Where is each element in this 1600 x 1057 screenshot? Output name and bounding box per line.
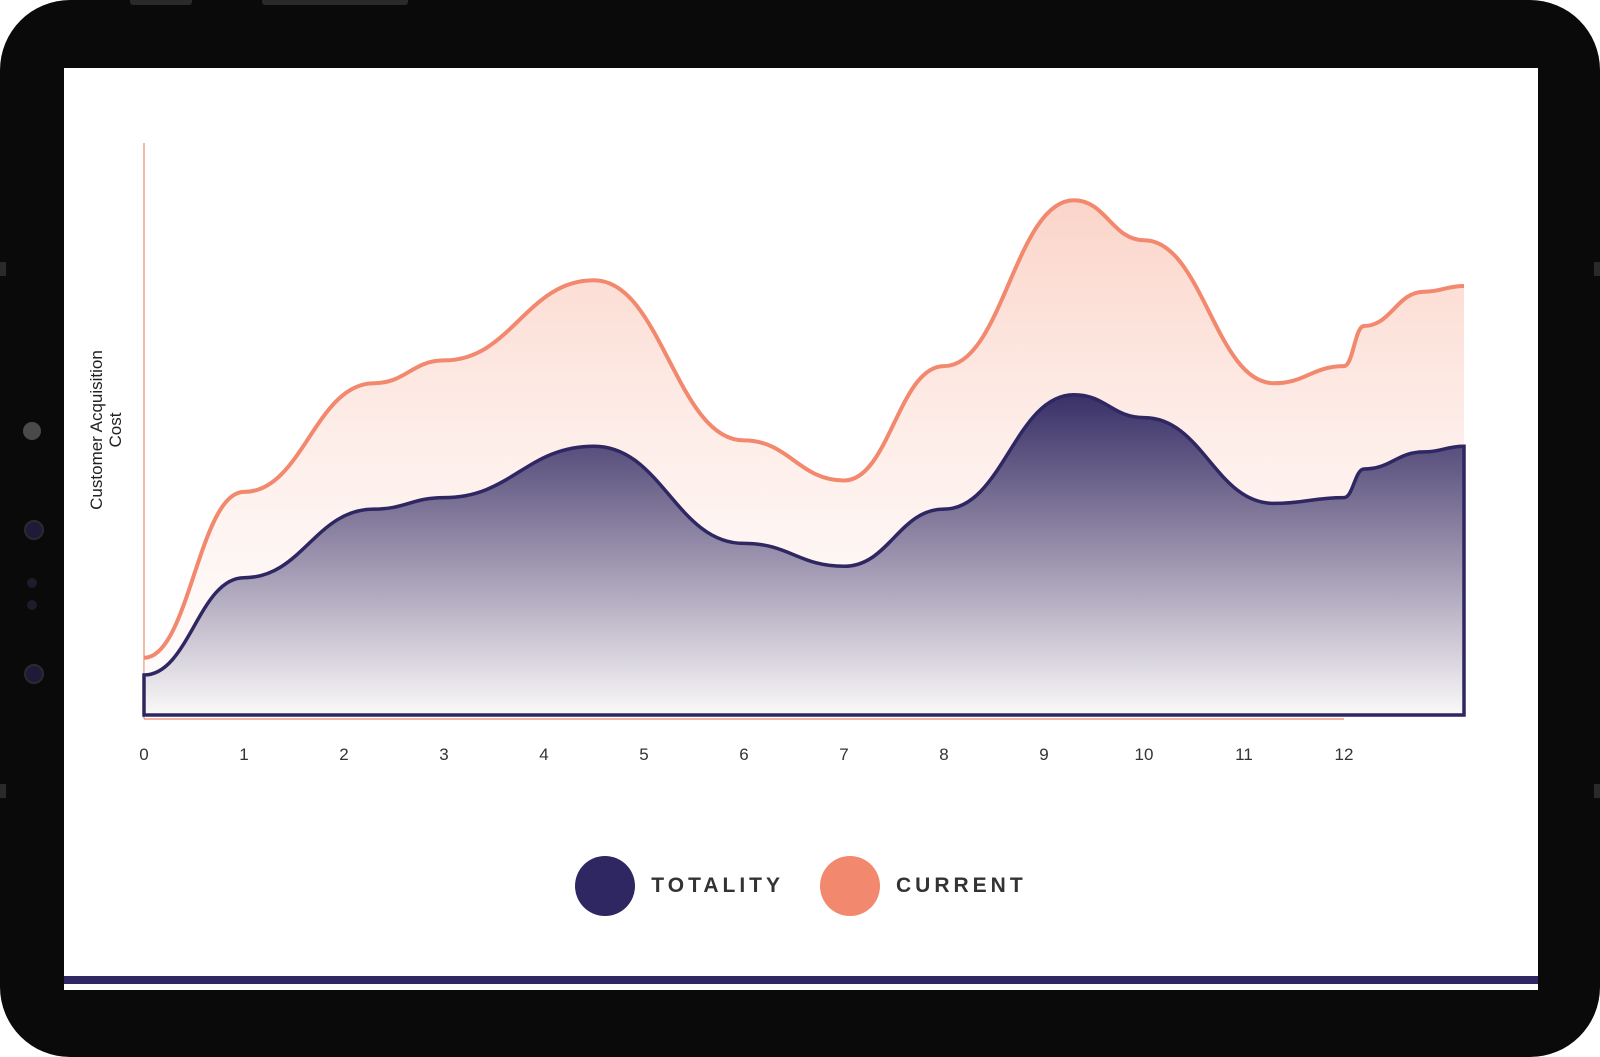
x-tick-label: 7 [839,745,848,764]
tablet-top-button [262,0,408,5]
legend-swatch-current [820,856,881,916]
x-tick-label: 0 [139,745,148,764]
x-tick-label: 11 [1235,745,1253,764]
x-tick-label: 10 [1135,745,1154,764]
tablet-side-button [0,262,6,276]
bottom-bar [64,976,1538,984]
tablet-side-button [1594,784,1600,798]
x-tick-label: 12 [1335,745,1354,764]
x-tick-label: 9 [1039,745,1048,764]
legend: TOTALITY CURRENT [64,856,1538,916]
area-chart: 0 1 2 3 4 5 6 7 8 9 10 11 12 Customer AcquisitionCos… [87,143,1466,764]
x-tick-label: 6 [739,745,748,764]
sensor-icon [24,664,44,684]
sensor-icon [27,600,37,610]
legend-swatch-totality [575,856,636,916]
tablet-side-button [1594,262,1600,276]
x-tick-label: 5 [639,745,648,764]
x-tick-label: 2 [339,745,348,764]
x-tick-label: 1 [239,745,248,764]
x-tick-label: 8 [939,745,948,764]
area-totality [142,392,1466,717]
tablet-side-button [0,784,6,798]
legend-item-totality: TOTALITY [575,856,784,916]
legend-label-totality: TOTALITY [651,874,785,897]
camera-icon [23,422,41,440]
screen: 0 1 2 3 4 5 6 7 8 9 10 11 12 Customer AcquisitionCos… [64,68,1538,990]
x-tick-label: 4 [539,745,548,764]
tablet-top-button [130,0,192,5]
y-axis-label: Customer AcquisitionCost [87,350,125,510]
x-tick-labels: 0 1 2 3 4 5 6 7 8 9 10 11 12 [139,745,1353,764]
legend-item-current: CURRENT [820,856,1027,916]
x-tick-label: 3 [439,745,448,764]
legend-label-current: CURRENT [896,874,1027,897]
sensor-icon [27,578,37,588]
line-current [143,198,1465,660]
sensor-icon [24,520,44,540]
